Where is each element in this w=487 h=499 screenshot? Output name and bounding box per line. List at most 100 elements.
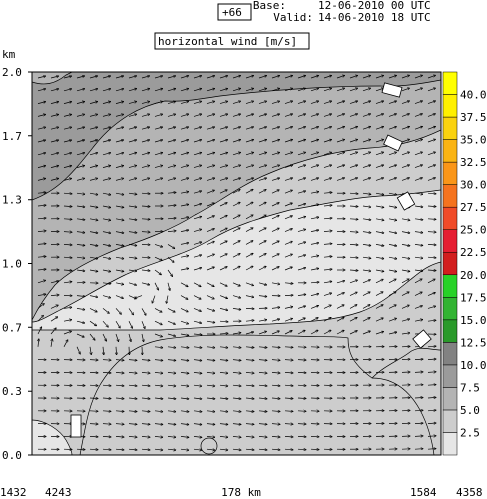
wind-vector [427,178,436,181]
base-label: Base: [253,0,286,12]
wind-vector [193,204,202,207]
wind-vector [427,423,436,424]
wind-vector [388,318,397,322]
colorbar-label: 32.5 [460,156,487,169]
wind-vector [141,127,150,130]
wind-vector [310,243,319,245]
wind-vector [375,152,384,156]
wind-vector [167,320,175,324]
colorbar-swatch [442,116,458,140]
wind-vector [310,217,319,220]
wind-vector [76,244,85,245]
wind-region-0-2.5-corner [32,420,72,455]
wind-vector [219,321,228,322]
wind-vector [349,152,358,156]
wind-vector [388,256,397,259]
wind-vector [375,165,384,168]
wind-vector [297,217,306,220]
wind-vector [232,254,240,258]
wind-vector [37,280,46,284]
wind-vector [232,228,240,232]
wind-vector [167,449,176,450]
wind-vector [375,256,384,259]
wind-vector [116,346,117,355]
wind-vector [245,178,254,181]
wind-vector [206,241,214,245]
wind-vector [76,140,85,143]
wind-vector [219,347,228,348]
wind-vector [362,193,371,194]
wind-vector [336,293,344,296]
wind-vector [362,318,370,322]
wind-vector [206,282,214,287]
wind-vector [76,308,85,309]
wind-vector [271,114,280,117]
wind-vector [427,410,436,411]
wind-vector [245,295,254,298]
wind-vector [206,89,215,92]
wind-vector [219,398,228,399]
wind-vector [258,449,267,450]
wind-vector [284,449,293,450]
colorbar-swatch [442,342,458,366]
wind-vector [89,102,98,104]
wind-vector [362,270,371,271]
wind-vector [128,449,137,450]
wind-vector [258,152,267,156]
wind-vector [427,244,436,245]
colorbar-swatch [442,274,458,298]
wind-vector [232,308,241,309]
wind-vector [310,165,319,168]
wind-vector [258,165,267,168]
y-axis: km 0.0 0.3 0.7 1.0 1.3 1.7 2.0 [2,48,32,462]
wind-vector [115,127,124,130]
wind-vector [115,269,124,272]
wind-vector [141,89,150,92]
wind-vector [154,269,161,275]
wind-vector [245,253,253,258]
wind-vector [141,270,150,271]
wind-vector [401,114,410,117]
wind-vector [206,165,215,168]
wind-vector [219,254,227,258]
wind-vector [76,282,85,283]
wind-vector [271,436,280,437]
wind-vector [89,166,98,168]
wind-vector [206,216,214,220]
lead-time-box [217,3,252,21]
wind-vector [206,127,215,130]
wind-vector [115,166,124,168]
wind-vector [271,241,279,245]
wind-vector [154,165,163,168]
wind-vector [284,385,293,386]
wind-vector [89,269,98,272]
wind-vector [115,411,124,412]
wind-vector [414,320,423,322]
wind-vector [245,360,254,361]
wind-vector [284,127,293,130]
wind-vector [115,140,124,143]
wind-vector [271,76,280,79]
wind-vector [258,360,267,361]
wind-vector [128,257,137,258]
wind-vector [63,282,72,283]
wind-vector [206,140,215,143]
wind-vector [128,101,137,104]
wind-vector [284,229,292,232]
wind-vector [219,101,228,104]
wind-vector [284,254,292,258]
wind-vector [102,218,111,221]
wind-vector [349,114,358,117]
wind-vector [37,327,42,335]
wind-vector [232,295,241,298]
wind-vector [89,127,98,130]
wind-vector [180,282,188,287]
wind-vector [258,202,266,207]
wind-vector [206,295,214,299]
wind-vector [89,140,98,143]
wind-vector [310,230,319,232]
wind-vector [128,282,137,285]
wind-vector [323,281,332,282]
wind-vector [219,267,227,271]
wind-vector [128,333,131,342]
